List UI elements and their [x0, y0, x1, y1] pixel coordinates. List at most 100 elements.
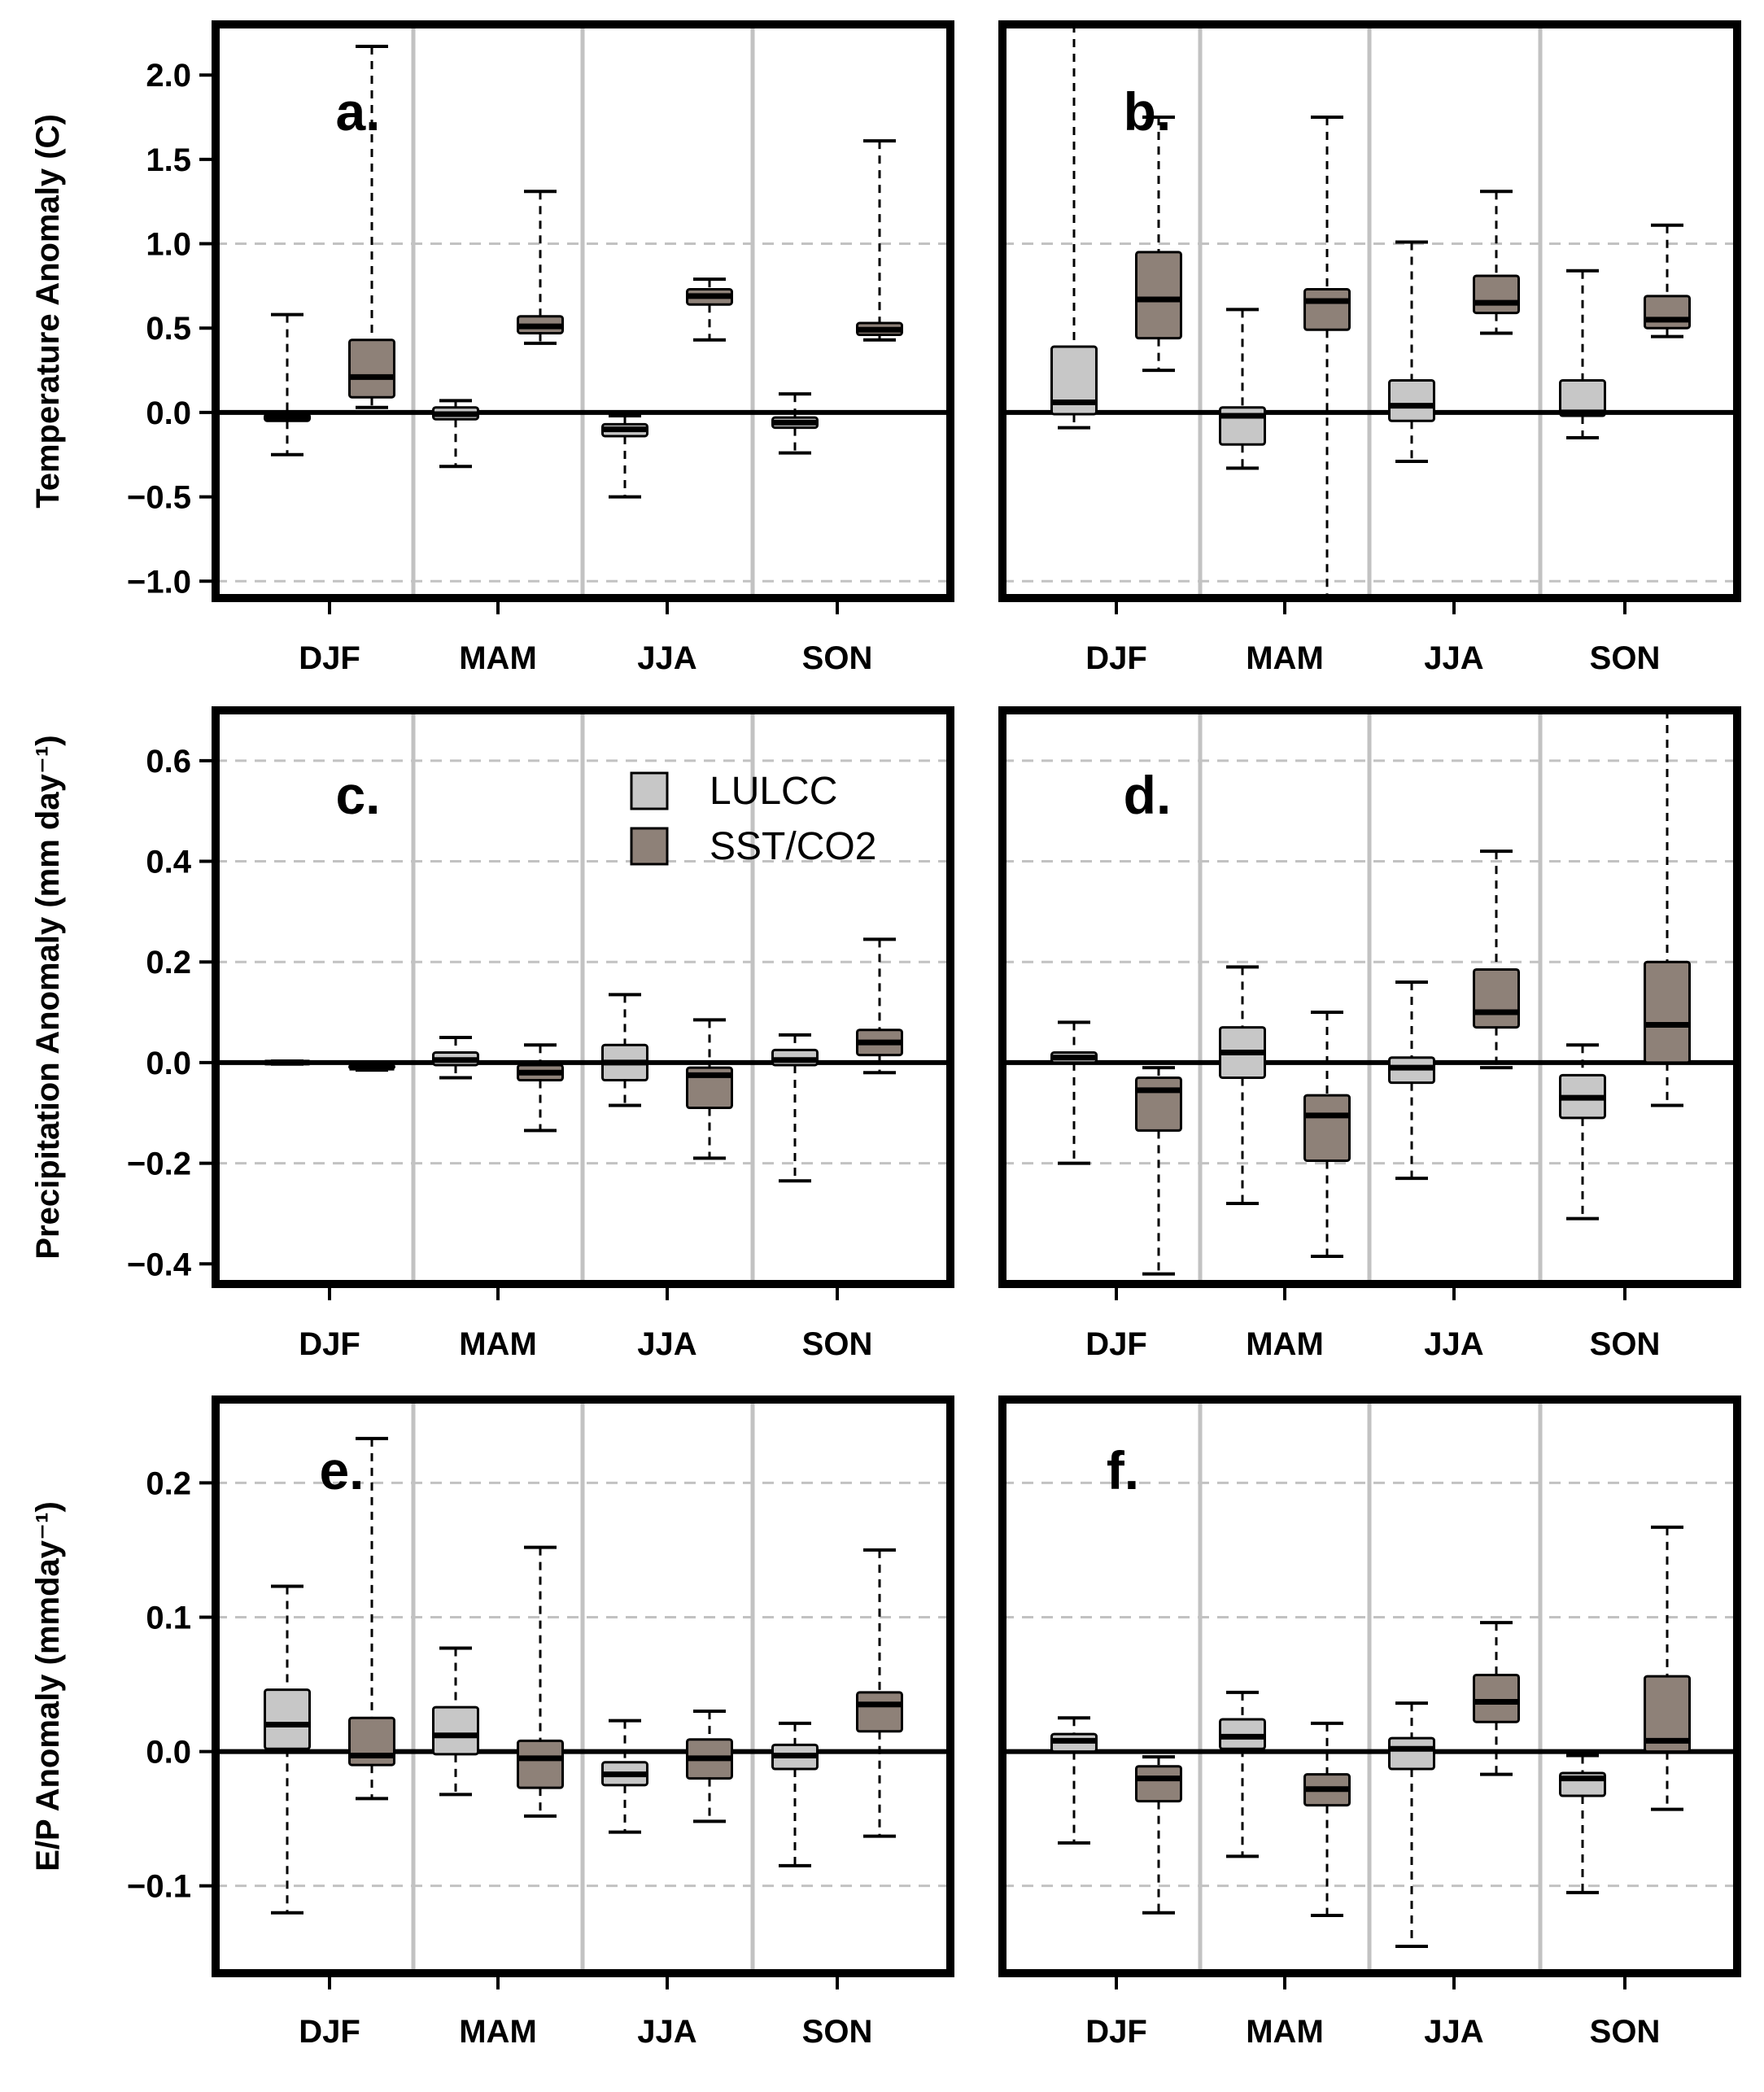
panel-frame — [998, 1395, 1741, 1977]
y-tick-label: −0.2 — [127, 1146, 191, 1182]
x-tick-label: MAM — [1246, 640, 1324, 676]
box-iqr — [1644, 1675, 1691, 1754]
box-sst-co2-son — [856, 937, 903, 1075]
x-tick-label: DJF — [1085, 2014, 1147, 2050]
legend-swatch — [630, 771, 669, 810]
x-tick-label: SON — [802, 640, 873, 676]
box-lulcc-djf — [1050, 24, 1098, 430]
box-sst-co2-son — [1644, 710, 1691, 1107]
y-tick-label: 0.1 — [146, 1600, 191, 1636]
box-sst-co2-son — [856, 139, 903, 342]
y-tick-label: 0.4 — [146, 845, 191, 880]
box-sst-co2-jja — [1473, 849, 1520, 1070]
box-sst-co2-mam — [517, 190, 564, 345]
y-tick-label: 0.0 — [146, 395, 191, 431]
box-lulcc-jja — [601, 993, 648, 1107]
x-tick-label: DJF — [1085, 640, 1147, 676]
box-lulcc-son — [1559, 1754, 1606, 1894]
box-lulcc-jja — [1388, 980, 1435, 1181]
box-lulcc-mam — [1219, 308, 1266, 470]
x-tick-label: SON — [802, 1326, 873, 1362]
panel-label: a. — [335, 81, 380, 142]
box-iqr — [1559, 379, 1606, 417]
x-tick-label: SON — [802, 2014, 873, 2050]
x-tick-label: JJA — [1424, 1326, 1483, 1362]
box-sst-co2-mam — [1303, 1011, 1351, 1258]
box-sst-co2-jja — [1473, 1621, 1520, 1776]
box-lulcc-djf — [264, 312, 311, 456]
box-sst-co2-jja — [1473, 190, 1520, 335]
x-tick-label: MAM — [459, 1326, 537, 1362]
box-lulcc-mam — [432, 1646, 479, 1797]
box-iqr — [264, 1688, 311, 1750]
box-lulcc-djf — [264, 1584, 311, 1915]
x-tick-label: DJF — [1085, 1326, 1147, 1362]
box-sst-co2-djf — [1135, 116, 1182, 373]
panel-b: DJF MAM JJA SON b. — [998, 20, 1741, 676]
panel-a: 2.0 1.5 1.0 0.5 0.0 −0.5 −1.0 DJF MAM JJA SON a. Tem… — [30, 20, 954, 676]
box-iqr — [1219, 406, 1266, 446]
legend-label: SST/CO2 — [710, 825, 876, 868]
box-lulcc-son — [1559, 269, 1606, 440]
box-lulcc-djf — [1050, 1716, 1098, 1845]
x-tick-label: DJF — [299, 640, 360, 676]
box-iqr — [1473, 967, 1520, 1029]
x-tick-label: JJA — [1424, 640, 1483, 676]
box-lulcc-son — [771, 1721, 819, 1867]
y-tick-label: 0.5 — [146, 311, 191, 347]
box-lulcc-jja — [1388, 1701, 1435, 1948]
y-tick-label: 1.5 — [146, 142, 191, 178]
box-iqr — [1388, 1736, 1435, 1771]
box-lulcc-jja — [601, 1719, 648, 1834]
panel-e: 0.2 0.1 0.0 −0.1 DJF MAM JJA SON e. E/P Anomaly (… — [30, 1395, 954, 2050]
box-sst-co2-mam — [1303, 1721, 1351, 1918]
x-tick-label: SON — [1590, 640, 1661, 676]
box-sst-co2-mam — [517, 1545, 564, 1818]
panel-label: c. — [335, 765, 380, 825]
x-tick-label: MAM — [459, 640, 537, 676]
y-tick-label: 0.0 — [146, 1046, 191, 1081]
panel-frame — [212, 20, 954, 602]
y-tick-label: −0.4 — [127, 1247, 192, 1282]
y-axis-label: E/P Anomaly (mmday⁻¹) — [30, 1501, 66, 1871]
box-sst-co2-djf — [1135, 1755, 1182, 1915]
y-tick-label: 2.0 — [146, 58, 191, 94]
x-tick-label: DJF — [299, 2014, 360, 2050]
legend: LULCC SST/CO2 — [630, 770, 876, 868]
x-tick-label: JJA — [1424, 2014, 1483, 2050]
panel-label: e. — [319, 1440, 364, 1500]
box-lulcc-son — [1559, 1043, 1606, 1221]
y-tick-label: −1.0 — [127, 564, 191, 600]
x-tick-label: JJA — [637, 2014, 696, 2050]
x-tick-label: MAM — [1246, 1326, 1324, 1362]
x-tick-label: MAM — [459, 2014, 537, 2050]
box-lulcc-djf — [264, 1059, 311, 1066]
x-tick-label: JJA — [637, 640, 696, 676]
panel-label: b. — [1124, 81, 1172, 142]
box-iqr — [1135, 251, 1182, 340]
box-sst-co2-djf — [1135, 1066, 1182, 1276]
y-tick-label: 0.2 — [146, 1465, 191, 1501]
box-iqr — [1303, 1094, 1351, 1162]
box-iqr — [517, 1739, 564, 1789]
y-tick-label: 1.0 — [146, 227, 191, 263]
x-tick-label: DJF — [299, 1326, 360, 1362]
legend-label: LULCC — [710, 770, 837, 813]
box-sst-co2-mam — [517, 1043, 564, 1133]
panel-c: 0.6 0.4 0.2 0.0 −0.2 −0.4 DJF MAM JJA SON c. Precip… — [30, 706, 954, 1362]
box-lulcc-mam — [1219, 965, 1266, 1206]
box-sst-co2-son — [856, 1548, 903, 1838]
y-tick-label: 0.2 — [146, 945, 191, 980]
y-tick-label: 0.0 — [146, 1735, 191, 1771]
box-sst-co2-jja — [686, 1018, 733, 1160]
box-lulcc-mam — [1219, 1690, 1266, 1858]
box-iqr — [856, 1691, 903, 1733]
panel-frame — [212, 706, 954, 1288]
box-sst-co2-jja — [686, 1710, 733, 1823]
box-lulcc-djf — [1050, 1020, 1098, 1165]
box-iqr — [1473, 274, 1520, 315]
legend-swatch — [630, 827, 669, 866]
panel-d: DJF MAM JJA SON d. — [998, 706, 1741, 1362]
x-tick-label: JJA — [637, 1326, 696, 1362]
